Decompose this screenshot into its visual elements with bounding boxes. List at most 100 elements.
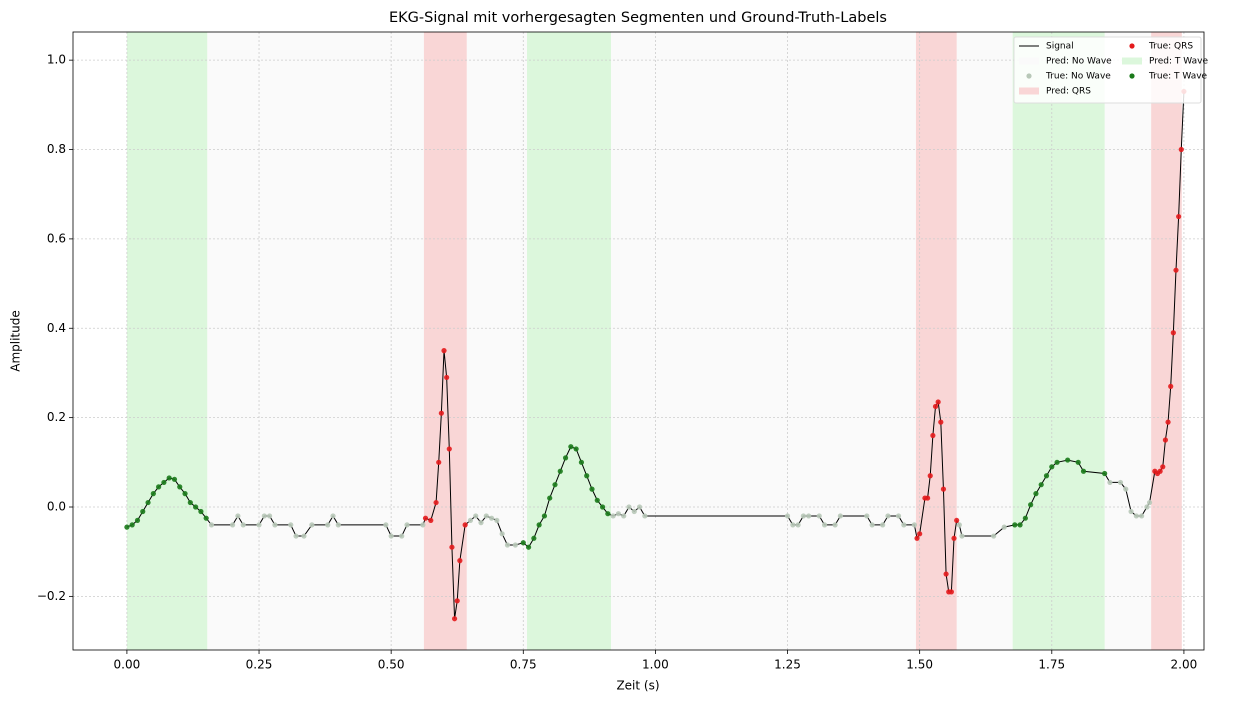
true-label-point	[383, 522, 389, 528]
y-tick-label: 0.6	[47, 231, 66, 245]
pred-span	[466, 32, 527, 650]
legend-dot	[1129, 43, 1135, 49]
true-label-point	[1139, 513, 1145, 519]
true-label-point	[1123, 486, 1129, 492]
pred-span	[423, 32, 467, 650]
true-label-point	[150, 491, 156, 497]
true-label-point	[568, 444, 574, 450]
true-label-point	[1128, 508, 1134, 515]
legend-label: Pred: T Wave	[1149, 57, 1208, 67]
true-label-point	[1160, 464, 1166, 470]
pred-span	[526, 32, 612, 650]
pred-span	[126, 32, 208, 650]
true-label-point	[1001, 524, 1007, 530]
true-label-point	[446, 446, 452, 452]
true-label-point	[187, 499, 193, 506]
pred-span	[915, 32, 957, 650]
true-label-point	[562, 455, 569, 461]
true-label-point	[1168, 383, 1174, 389]
true-label-point	[309, 522, 315, 528]
true-label-point	[1022, 515, 1028, 521]
true-label-point	[134, 517, 141, 524]
legend-dot	[1026, 73, 1032, 79]
true-label-point	[1065, 457, 1071, 463]
true-label-point	[478, 520, 484, 526]
true-label-point	[1075, 459, 1081, 465]
true-label-point	[589, 486, 595, 492]
true-label-point	[325, 522, 331, 528]
true-label-point	[422, 515, 429, 521]
true-label-point	[177, 484, 183, 490]
true-label-point	[1144, 504, 1150, 510]
true-label-point	[1133, 513, 1139, 519]
true-label-point	[124, 524, 130, 530]
true-label-point	[156, 484, 162, 490]
true-label-point	[520, 540, 526, 546]
x-tick-label: 0.50	[378, 658, 405, 672]
true-label-point	[536, 522, 542, 528]
true-label-point	[795, 522, 801, 528]
true-label-point	[636, 504, 643, 510]
true-label-point	[428, 517, 434, 524]
true-label-point	[525, 544, 532, 550]
true-label-point	[621, 513, 627, 519]
true-label-point	[1033, 491, 1039, 497]
true-label-point	[436, 459, 442, 465]
true-label-point	[457, 558, 463, 564]
true-label-point	[1117, 479, 1124, 486]
x-axis-label: Zeit (s)	[616, 679, 659, 693]
true-label-point	[272, 522, 278, 528]
pred-span	[207, 32, 424, 650]
legend-swatch	[1019, 87, 1039, 95]
y-tick-label: 1.0	[47, 53, 66, 67]
true-label-point	[864, 513, 870, 519]
true-label-point	[935, 399, 941, 405]
true-label-point	[166, 475, 172, 481]
true-label-point	[494, 517, 500, 524]
pred-span	[1104, 32, 1152, 650]
true-label-point	[800, 513, 806, 519]
true-label-point	[547, 495, 553, 501]
true-label-point	[901, 522, 907, 528]
true-label-point	[552, 482, 558, 488]
x-tick-label: 1.75	[1038, 658, 1065, 672]
chart-title: EKG-Signal mit vorhergesagten Segmenten …	[389, 10, 887, 26]
x-tick-label: 0.75	[510, 658, 537, 672]
true-label-point	[451, 616, 458, 622]
legend-label: True: T Wave	[1148, 72, 1208, 82]
y-tick-label: 0.2	[47, 410, 66, 424]
true-label-point	[1178, 146, 1184, 153]
legend-label: True: QRS	[1148, 42, 1193, 52]
legend-dot	[1129, 73, 1135, 79]
legend-label: Pred: QRS	[1046, 87, 1091, 97]
true-label-point	[605, 511, 611, 517]
pred-span	[956, 32, 1013, 650]
true-label-point	[626, 504, 632, 510]
true-label-point	[584, 473, 590, 479]
true-label-point	[1080, 468, 1087, 474]
pred-span	[1151, 32, 1182, 650]
true-label-point	[1043, 473, 1050, 479]
true-label-point	[335, 522, 341, 528]
true-label-point	[573, 446, 579, 452]
y-tick-label: 0.4	[47, 321, 66, 335]
y-tick-label: 0.8	[47, 142, 66, 156]
true-label-point	[171, 476, 178, 482]
true-label-point	[790, 522, 796, 528]
true-label-point	[940, 486, 947, 492]
true-label-point	[885, 513, 891, 519]
y-axis-label: Amplitude	[9, 310, 23, 372]
true-label-point	[208, 522, 215, 528]
x-tick-label: 0.25	[246, 658, 273, 672]
true-label-point	[557, 468, 563, 474]
true-label-point	[932, 403, 939, 410]
true-label-point	[1102, 470, 1108, 477]
true-label-point	[951, 535, 957, 541]
true-label-point	[483, 513, 489, 519]
true-label-point	[1176, 213, 1182, 220]
pred-span	[611, 32, 916, 650]
true-label-point	[504, 542, 511, 548]
true-label-point	[449, 544, 455, 550]
true-label-point	[938, 419, 944, 425]
true-label-point	[388, 533, 394, 539]
